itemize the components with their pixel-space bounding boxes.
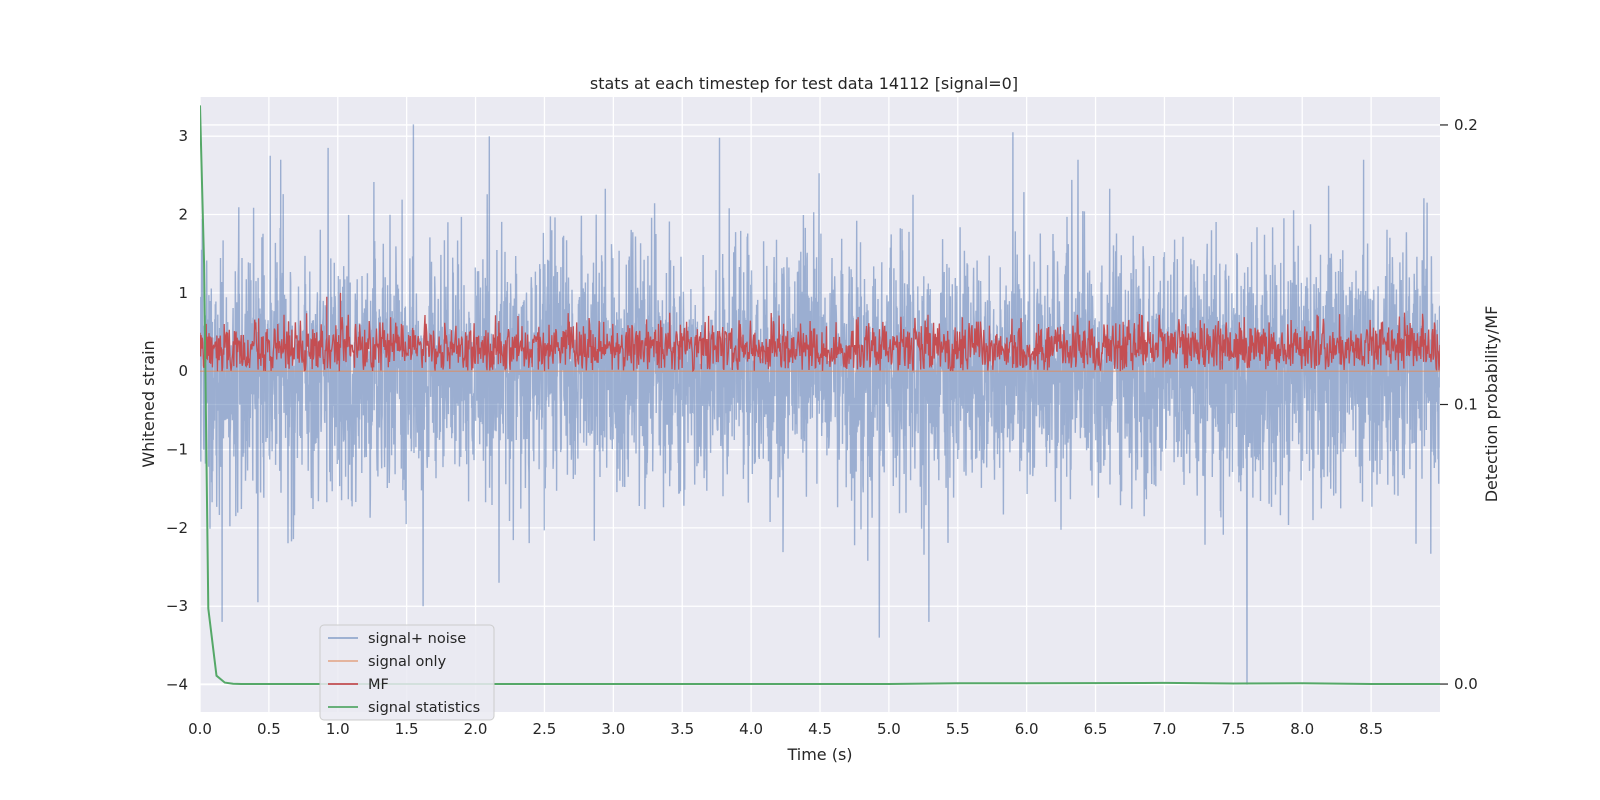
x-tick-label: 5.0 (877, 720, 901, 738)
legend-label-signal-only: signal only (368, 654, 447, 670)
x-axis-ticks: 0.0 0.5 1.0 1.5 2.0 2.5 3.0 3.5 4.0 4.5 5.0 5.5 6.0 6… (188, 720, 1383, 738)
legend: signal+ noise signal only MF signal stat… (319, 624, 495, 721)
x-tick-label: 0.5 (257, 720, 281, 738)
y2-axis-label: Detection probability/MF (1482, 306, 1501, 503)
x-tick-label: 6.5 (1084, 720, 1108, 738)
y-axis-ticks: 3 2 1 0 −1 −2 −3 −4 (166, 127, 188, 693)
y2-tick-label: 0.2 (1454, 116, 1478, 134)
x-axis-label: Time (s) (786, 745, 852, 764)
y2-tick-label: 0.1 (1454, 396, 1478, 414)
y-axis-label: Whitened strain (139, 340, 158, 467)
x-tick-label: 3.0 (601, 720, 625, 738)
y-tick-label: 0 (178, 362, 188, 380)
x-tick-label: 8.0 (1290, 720, 1314, 738)
chart-title: stats at each timestep for test data 141… (590, 74, 1018, 93)
y-tick-label: 2 (178, 206, 188, 224)
x-tick-label: 1.5 (395, 720, 419, 738)
plot-content (200, 105, 1440, 685)
x-tick-label: 5.5 (946, 720, 970, 738)
x-tick-label: 7.5 (1221, 720, 1245, 738)
x-tick-label: 0.0 (188, 720, 212, 738)
y-tick-label: 1 (178, 284, 188, 302)
y-tick-label: −1 (166, 441, 188, 459)
legend-label-signal-noise: signal+ noise (368, 631, 466, 647)
x-tick-label: 4.0 (739, 720, 763, 738)
series-mf (200, 292, 1440, 372)
legend-box (319, 624, 495, 721)
legend-label-signal-statistics: signal statistics (368, 700, 480, 716)
legend-label-mf: MF (368, 677, 389, 693)
x-tick-label: 7.0 (1153, 720, 1177, 738)
y2-axis-ticks: 0.2 0.1 0.0 (1440, 116, 1478, 693)
y2-tick-label: 0.0 (1454, 675, 1478, 693)
x-tick-label: 4.5 (808, 720, 832, 738)
y-tick-label: −3 (166, 597, 188, 615)
x-tick-label: 2.5 (533, 720, 557, 738)
series-signal-statistics (200, 105, 1440, 685)
series-signal-noise (200, 124, 1440, 685)
y-tick-label: −4 (166, 676, 188, 694)
x-tick-label: 1.0 (326, 720, 350, 738)
x-tick-label: 8.5 (1359, 720, 1383, 738)
y-tick-label: −2 (166, 519, 188, 537)
x-tick-label: 2.0 (464, 720, 488, 738)
y-tick-label: 3 (178, 127, 188, 145)
x-tick-label: 6.0 (1015, 720, 1039, 738)
x-tick-label: 3.5 (670, 720, 694, 738)
